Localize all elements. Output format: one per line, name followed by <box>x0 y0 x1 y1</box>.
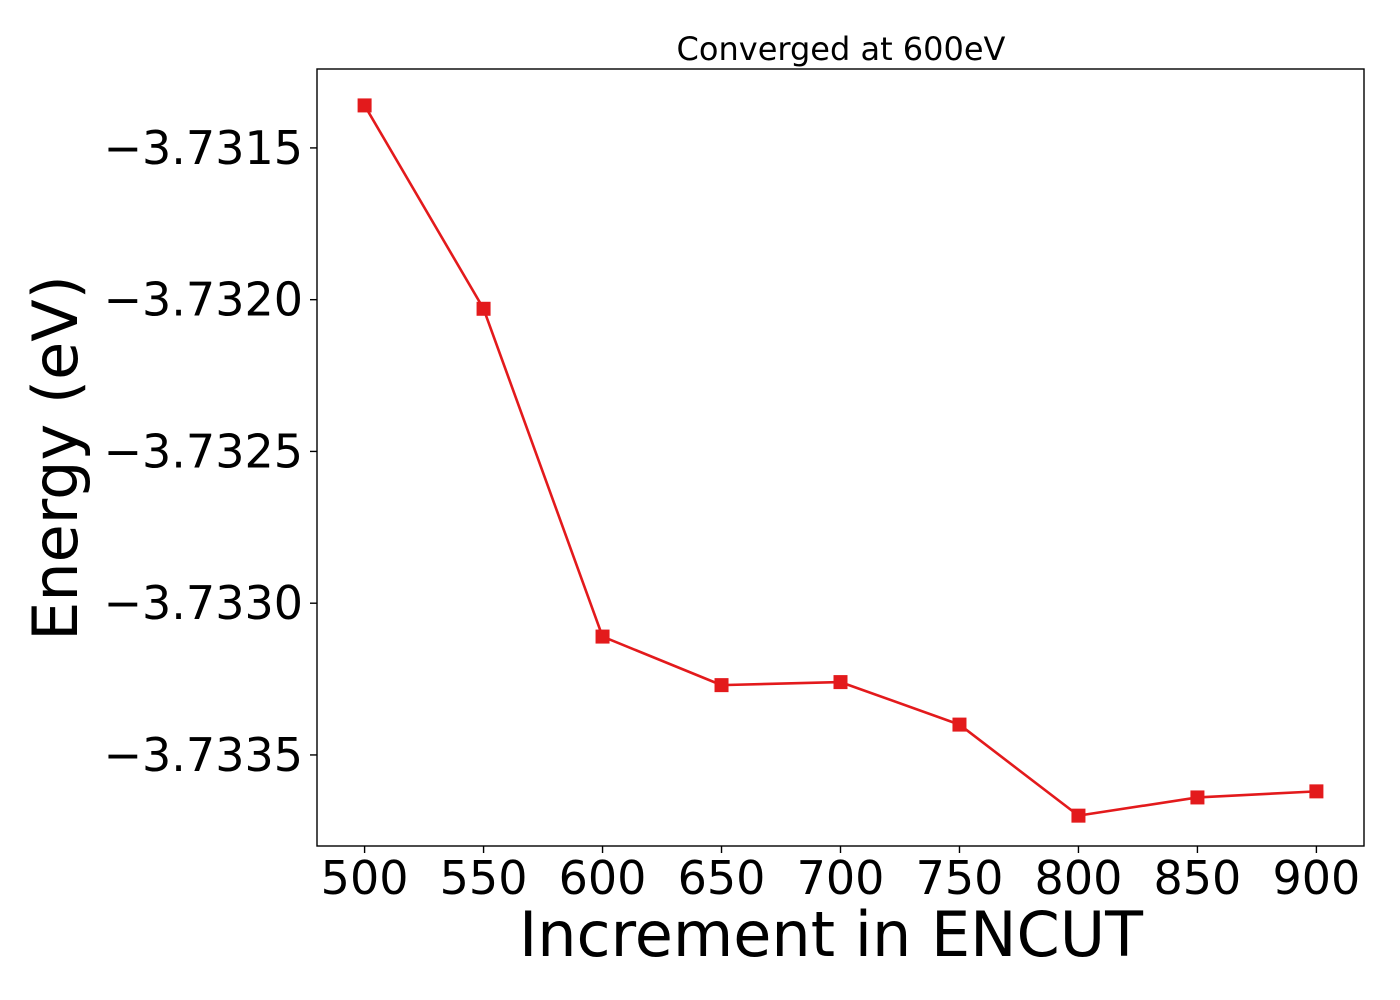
data-point <box>476 301 491 316</box>
data-point <box>714 678 729 693</box>
y-tick-label: −3.7330 <box>104 576 304 630</box>
x-axis-label: Increment in ENCUT <box>519 898 1144 971</box>
data-point <box>952 717 967 732</box>
x-tick-label: 750 <box>916 851 1004 905</box>
x-axis: 500 550 600 650 700 750 800 850 900 <box>321 846 1361 905</box>
plot-frame <box>316 68 1365 847</box>
x-tick-label: 600 <box>559 851 647 905</box>
y-tick-label: −3.7315 <box>104 121 304 175</box>
series-line <box>363 104 1317 817</box>
x-tick-label: 900 <box>1273 851 1361 905</box>
y-axis-label: Energy (eV) <box>19 275 92 641</box>
data-point <box>833 675 848 690</box>
y-tick-label: −3.7325 <box>104 424 304 478</box>
x-tick-label: 650 <box>678 851 766 905</box>
x-tick-label: 550 <box>440 851 528 905</box>
x-tick-label: 850 <box>1154 851 1242 905</box>
plot-area <box>357 98 1324 823</box>
x-tick-label: 500 <box>321 851 409 905</box>
y-tick-label: −3.7335 <box>104 728 304 782</box>
data-point <box>1309 784 1324 799</box>
y-axis: −3.7315 −3.7320 −3.7325 −3.7330 −3.7335 <box>104 121 317 782</box>
data-point <box>1071 808 1086 823</box>
data-point <box>1190 790 1205 805</box>
y-tick-label: −3.7320 <box>104 273 304 327</box>
data-point <box>357 98 372 113</box>
chart-title: Converged at 600eV <box>677 30 1006 68</box>
x-tick-label: 800 <box>1035 851 1123 905</box>
data-point <box>595 629 610 644</box>
x-tick-label: 700 <box>797 851 885 905</box>
